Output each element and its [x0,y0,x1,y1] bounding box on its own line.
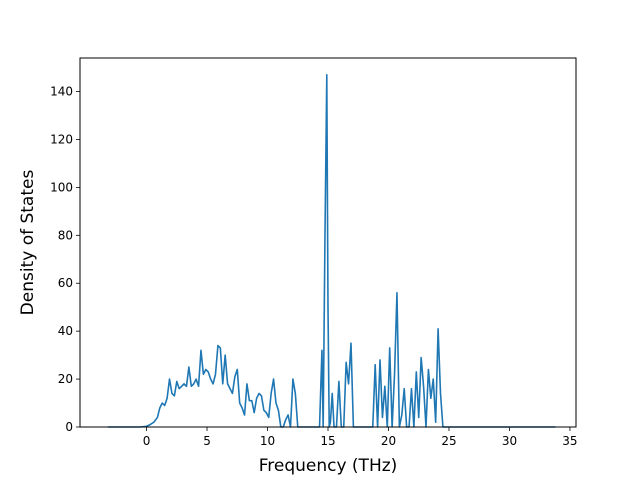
y-tick-label: 60 [58,276,73,290]
y-tick-label: 100 [50,180,73,194]
x-tick-label: 5 [203,434,211,448]
x-axis-ticks: 0 5 10 15 20 25 30 35 [143,427,578,448]
x-tick-label: 0 [143,434,151,448]
x-tick-label: 25 [441,434,456,448]
y-tick-label: 120 [50,132,73,146]
x-axis-label: Frequency (THz) [259,456,398,476]
y-tick-label: 40 [58,324,73,338]
plot-frame [79,57,577,428]
y-tick-label: 0 [65,420,73,434]
y-axis-label: Density of States [18,170,38,316]
x-tick-label: 10 [260,434,275,448]
x-tick-label: 35 [562,434,577,448]
x-tick-label: 20 [381,434,396,448]
y-tick-label: 140 [50,85,73,99]
y-tick-label: 80 [58,228,73,242]
dos-series-line [107,73,556,428]
x-tick-label: 15 [320,434,335,448]
x-tick-label: 30 [502,434,517,448]
y-axis-ticks: 0 20 40 60 80 100 120 140 [50,85,80,434]
y-tick-label: 20 [58,372,73,386]
